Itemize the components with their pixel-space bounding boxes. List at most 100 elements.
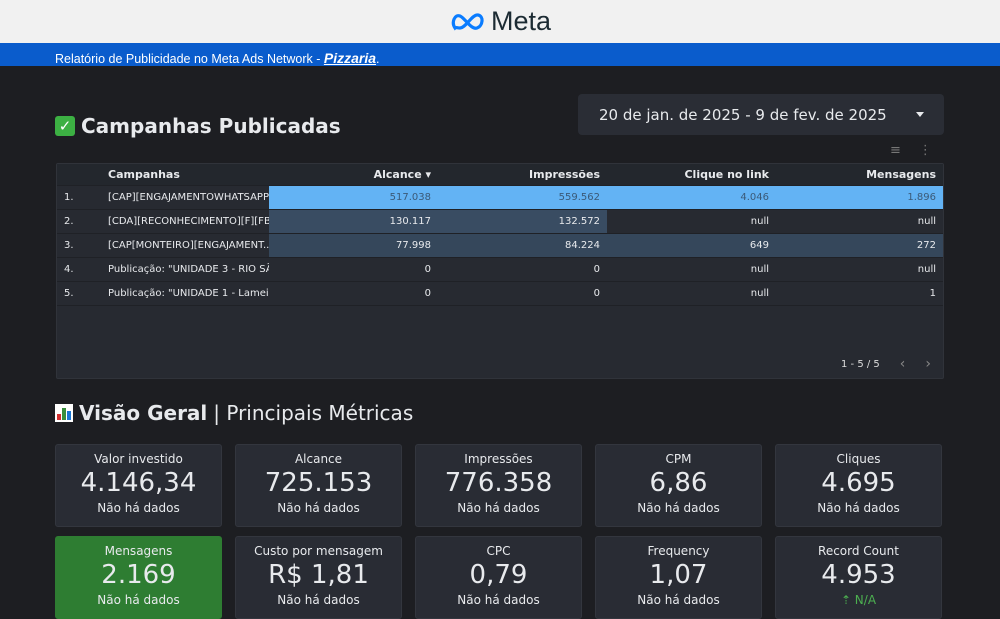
overview-heading: Visão Geral | Principais Métricas xyxy=(55,401,413,425)
metric-label: Alcance xyxy=(294,452,343,466)
row-index: 4. xyxy=(64,264,74,275)
metric-value: 6,86 xyxy=(649,468,708,498)
campaign-name: Publicação: "UNIDADE 3 - RIO SÃ... xyxy=(108,264,269,275)
cell-alcance: 517.038 xyxy=(269,186,438,209)
metric-label: Valor investido xyxy=(94,452,183,466)
cell-mensagens: null xyxy=(776,258,943,281)
table-row[interactable]: 4. Publicação: "UNIDADE 3 - RIO SÃ... 0 0 nu… xyxy=(57,258,943,282)
cell-impressoes: 84.224 xyxy=(438,234,607,257)
table-row[interactable]: 1. [CAP][ENGAJAMENTOWHATSAPP]... 517.038 55… xyxy=(57,186,943,210)
cell-mensagens: 272 xyxy=(776,234,943,257)
metric-comparison: Não há dados xyxy=(637,501,720,515)
metric-card: Frequency 1,07 Não há dados xyxy=(595,536,762,619)
metric-label: Mensagens xyxy=(104,544,173,558)
check-icon: ✓ xyxy=(55,116,75,136)
metric-value: R$ 1,81 xyxy=(268,560,369,590)
cell-alcance: 0 xyxy=(269,258,438,281)
report-banner: Relatório de Publicidade no Meta Ads Net… xyxy=(0,43,1000,66)
cell-alcance: 77.998 xyxy=(269,234,438,257)
row-index: 5. xyxy=(64,288,74,299)
brand-name: Pizzaria xyxy=(323,50,377,66)
page-info: 1 - 5 / 5 xyxy=(841,358,880,370)
date-range-picker[interactable]: 20 de jan. de 2025 - 9 de fev. de 2025 xyxy=(578,94,944,135)
caret-down-icon xyxy=(916,112,924,117)
meta-logo: Meta xyxy=(451,6,551,37)
date-range-value: 20 de jan. de 2025 - 9 de fev. de 2025 xyxy=(599,106,887,124)
metric-value: 4.695 xyxy=(821,468,896,498)
cell-cliques: 649 xyxy=(607,234,776,257)
metric-comparison: Não há dados xyxy=(457,593,540,607)
top-header: Meta xyxy=(0,0,1000,43)
metric-value: 776.358 xyxy=(444,468,553,498)
col-impressoes[interactable]: Impressões xyxy=(529,168,600,181)
pagination: 1 - 5 / 5 ‹ › xyxy=(841,356,931,372)
metric-comparison: Não há dados xyxy=(637,593,720,607)
cell-impressoes: 132.572 xyxy=(438,210,607,233)
metric-label: Custo por mensagem xyxy=(254,544,383,558)
next-page-icon[interactable]: › xyxy=(925,356,931,372)
metric-comparison: Não há dados xyxy=(97,501,180,515)
metric-value: 725.153 xyxy=(264,468,373,498)
cell-alcance: 130.117 xyxy=(269,210,438,233)
campaign-name: [CDA][RECONHECIMENTO][F][FB-... xyxy=(108,216,269,227)
cell-cliques: null xyxy=(607,258,776,281)
campaigns-table: Campanhas Alcance ▾ Impressões Clique no… xyxy=(56,163,944,379)
metric-card: Custo por mensagem R$ 1,81 Não há dados xyxy=(235,536,402,619)
col-alcance[interactable]: Alcance ▾ xyxy=(373,168,431,181)
metric-label: Impressões xyxy=(464,452,533,466)
metric-label: Cliques xyxy=(836,452,881,466)
prev-page-icon[interactable]: ‹ xyxy=(899,356,906,372)
cell-impressoes: 559.562 xyxy=(438,186,607,209)
filter-icon[interactable]: ≡ xyxy=(890,143,901,158)
table-header: Campanhas Alcance ▾ Impressões Clique no… xyxy=(57,164,943,186)
campaign-name: Publicação: "UNIDADE 1 - Lamei... xyxy=(108,288,269,299)
campaign-name: [CAP[MONTEIRO][ENGAJAMENT... xyxy=(108,240,269,251)
metric-comparison: Não há dados xyxy=(97,593,180,607)
metric-value: 2.169 xyxy=(101,560,176,590)
metric-card: Valor investido 4.146,34 Não há dados xyxy=(55,444,222,527)
campaigns-heading: ✓ Campanhas Publicadas xyxy=(55,114,341,138)
bar-chart-icon xyxy=(55,404,73,422)
metric-card: Impressões 776.358 Não há dados xyxy=(415,444,582,527)
banner-end: . xyxy=(376,52,380,66)
metric-card: CPM 6,86 Não há dados xyxy=(595,444,762,527)
cell-cliques: 4.046 xyxy=(607,186,776,209)
row-index: 2. xyxy=(64,216,74,227)
cell-cliques: null xyxy=(607,282,776,305)
cell-impressoes: 0 xyxy=(438,282,607,305)
metric-comparison: Não há dados xyxy=(457,501,540,515)
campaigns-title: Campanhas Publicadas xyxy=(81,114,341,138)
overview-subtitle: | Principais Métricas xyxy=(213,401,414,425)
metric-label: Record Count xyxy=(818,544,899,558)
col-mensagens[interactable]: Mensagens xyxy=(866,168,936,181)
meta-infinity-icon xyxy=(451,12,484,31)
overview-title: Visão Geral xyxy=(79,401,208,425)
metric-value: 4.953 xyxy=(821,560,896,590)
metric-label: CPM xyxy=(665,452,692,466)
cell-mensagens: 1 xyxy=(776,282,943,305)
cell-cliques: null xyxy=(607,210,776,233)
metric-card: Cliques 4.695 Não há dados xyxy=(775,444,942,527)
metric-comparison: Não há dados xyxy=(277,501,360,515)
cell-alcance: 0 xyxy=(269,282,438,305)
metric-comparison: ⇡ N/A xyxy=(840,593,877,607)
metric-comparison: Não há dados xyxy=(817,501,900,515)
metric-label: CPC xyxy=(486,544,511,558)
cell-mensagens: 1.896 xyxy=(776,186,943,209)
col-cliques[interactable]: Clique no link xyxy=(684,168,769,181)
cell-impressoes: 0 xyxy=(438,258,607,281)
table-row[interactable]: 5. Publicação: "UNIDADE 1 - Lamei... 0 0 nul… xyxy=(57,282,943,306)
table-row[interactable]: 3. [CAP[MONTEIRO][ENGAJAMENT... 77.998 84.2… xyxy=(57,234,943,258)
cell-mensagens: null xyxy=(776,210,943,233)
metric-card: Alcance 725.153 Não há dados xyxy=(235,444,402,527)
metric-card: Record Count 4.953 ⇡ N/A xyxy=(775,536,942,619)
metric-value: 0,79 xyxy=(469,560,528,590)
metric-label: Frequency xyxy=(647,544,710,558)
row-index: 1. xyxy=(64,192,74,203)
metric-card: CPC 0,79 Não há dados xyxy=(415,536,582,619)
more-vert-icon[interactable]: ⋮ xyxy=(918,143,932,158)
metric-card: Mensagens 2.169 Não há dados xyxy=(55,536,222,619)
row-index: 3. xyxy=(64,240,74,251)
table-row[interactable]: 2. [CDA][RECONHECIMENTO][F][FB-... 130.117… xyxy=(57,210,943,234)
col-campanhas[interactable]: Campanhas xyxy=(108,168,180,181)
